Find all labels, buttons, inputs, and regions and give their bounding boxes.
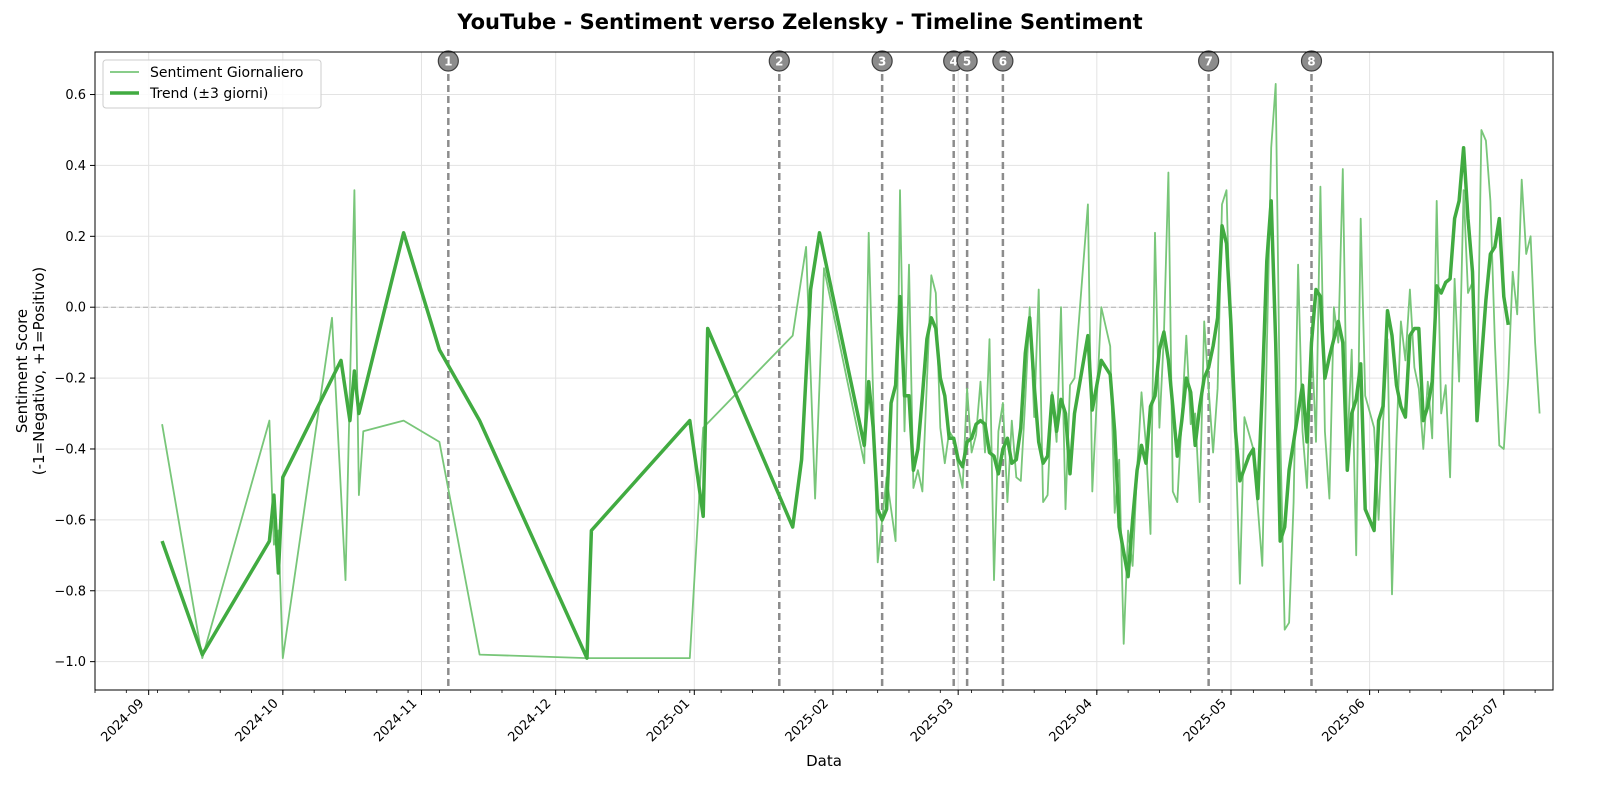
x-tick-label: 2025-04 [1047,696,1096,745]
grid [95,52,1553,690]
x-tick-label: 2025-02 [783,696,832,745]
x-tick-label: 2024-09 [98,696,147,745]
x-tick-label: 2024-11 [371,696,420,745]
y-tick-label: −0.6 [54,513,86,528]
y-tick-label: −0.4 [54,442,86,457]
y-axis-label-line1: Sentiment Score [13,309,31,433]
event-marker-circle [1198,50,1220,72]
event-marker-label: 4 [950,55,958,69]
legend-label: Sentiment Giornaliero [150,65,304,81]
y-axis-label-line2: (-1=Negativo, +1=Positivo) [30,267,48,475]
legend-label: Trend (±3 giorni) [149,86,268,102]
y-tick-label: 0.6 [65,88,86,103]
chart-title: YouTube - Sentiment verso Zelensky - Tim… [457,10,1143,34]
event-marker-circle [768,50,790,72]
plot-frame [94,51,1554,691]
y-tick-label: 0.0 [65,301,86,316]
event-marker-label: 3 [878,55,886,69]
event-marker-label: 7 [1204,55,1212,69]
event-marker-circle [437,50,459,72]
legend-box [102,59,322,109]
x-tick-label: 2024-12 [505,696,554,745]
y-axis: −1.0 −0.8 −0.6 −0.4 −0.2 0.0 0.2 0.4 0.6 [54,88,95,670]
event-marker-circle [992,50,1014,72]
legend: Sentiment Giornaliero Trend (±3 giorni) [102,59,322,109]
x-tick-label: 2025-01 [644,696,693,745]
event-marker-circle [956,50,978,72]
y-tick-label: 0.4 [65,159,86,174]
event-marker-circle [1300,50,1323,72]
event-marker-label: 5 [963,55,971,69]
event-marker-label: 8 [1307,55,1315,69]
event-marker-label: 2 [775,55,783,69]
series-lines [160,83,1541,660]
event-marker-label: 6 [999,55,1007,69]
x-tick-label: 2025-03 [908,696,957,745]
x-axis-label: Data [806,752,842,770]
x-tick-label: 2024-10 [233,696,282,745]
event-marker-circle [871,50,893,72]
y-tick-label: −0.2 [54,372,86,387]
event-marker-label: 1 [444,55,452,69]
x-tick-label: 2025-05 [1181,696,1230,745]
trend-line [160,145,1511,660]
x-axis: 2024-09 2024-10 2024-11 2024-12 2025-01 2025-… [94,690,1536,745]
y-tick-label: −1.0 [54,655,86,670]
y-tick-label: 0.2 [65,230,86,245]
x-tick-label: 2025-07 [1454,696,1503,745]
x-tick-label: 2025-06 [1319,696,1368,745]
y-tick-label: −0.8 [54,584,86,599]
